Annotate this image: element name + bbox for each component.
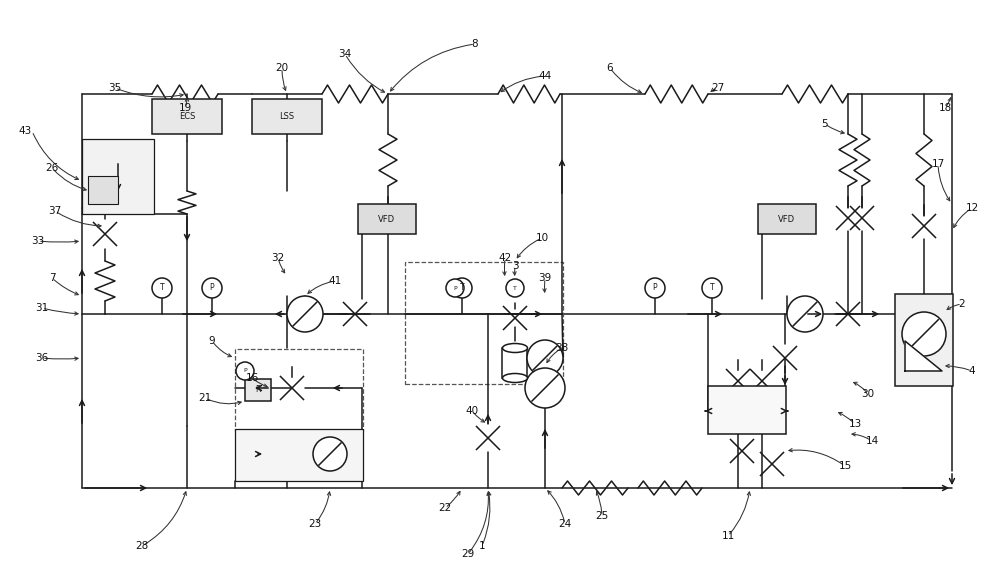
Bar: [235, 349, 363, 431]
Text: 26: 26: [45, 163, 59, 173]
Text: LSS: LSS: [279, 112, 295, 121]
Circle shape: [446, 279, 464, 297]
Bar: [708, 386, 786, 434]
Text: 4: 4: [969, 366, 975, 376]
Text: 20: 20: [275, 63, 289, 73]
Text: P: P: [243, 369, 247, 373]
Circle shape: [902, 312, 946, 356]
Text: 27: 27: [711, 83, 725, 93]
Circle shape: [202, 278, 222, 298]
Text: T: T: [460, 283, 464, 293]
Circle shape: [787, 296, 823, 332]
Ellipse shape: [503, 343, 528, 353]
Text: P: P: [453, 286, 457, 290]
Text: 11: 11: [721, 531, 735, 541]
Text: 14: 14: [865, 436, 879, 446]
Text: 33: 33: [31, 236, 45, 246]
Bar: [88, 176, 118, 204]
Text: 41: 41: [328, 276, 342, 286]
Text: 10: 10: [535, 233, 549, 243]
Text: 5: 5: [822, 119, 828, 129]
Bar: [895, 294, 953, 386]
Text: 28: 28: [135, 541, 149, 551]
Text: 22: 22: [438, 503, 452, 513]
Bar: [152, 99, 222, 134]
Text: 3: 3: [512, 261, 518, 271]
Circle shape: [527, 340, 563, 376]
Ellipse shape: [503, 373, 528, 382]
Text: 34: 34: [338, 49, 352, 59]
Circle shape: [506, 279, 524, 297]
Text: 42: 42: [498, 253, 512, 263]
Text: 37: 37: [48, 206, 62, 216]
Text: 29: 29: [461, 549, 475, 559]
Text: 16: 16: [245, 373, 259, 383]
Circle shape: [525, 368, 565, 408]
Bar: [358, 204, 416, 234]
Text: 6: 6: [607, 63, 613, 73]
Text: 40: 40: [465, 406, 479, 416]
Text: T: T: [513, 286, 517, 290]
Text: 17: 17: [931, 159, 945, 169]
Text: 39: 39: [538, 273, 552, 283]
Text: 19: 19: [178, 103, 192, 113]
Bar: [245, 379, 271, 401]
Polygon shape: [905, 341, 942, 371]
Text: 13: 13: [848, 419, 862, 429]
Circle shape: [236, 362, 254, 380]
Text: ECS: ECS: [179, 112, 195, 121]
Text: T: T: [160, 283, 164, 293]
Text: 31: 31: [35, 303, 49, 313]
Text: 30: 30: [861, 389, 875, 399]
Text: 44: 44: [538, 71, 552, 81]
Bar: [235, 429, 363, 481]
Text: 23: 23: [308, 519, 322, 529]
Text: VFD: VFD: [778, 214, 796, 223]
Text: 7: 7: [49, 273, 55, 283]
Text: 21: 21: [198, 393, 212, 403]
Text: VFD: VFD: [378, 214, 396, 223]
Bar: [82, 139, 154, 214]
Text: 8: 8: [472, 39, 478, 49]
Circle shape: [313, 437, 347, 471]
Circle shape: [702, 278, 722, 298]
Text: R: R: [255, 385, 261, 395]
Bar: [405, 262, 563, 384]
Circle shape: [645, 278, 665, 298]
Text: 36: 36: [35, 353, 49, 363]
Text: 18: 18: [938, 103, 952, 113]
Circle shape: [452, 278, 472, 298]
Text: 32: 32: [271, 253, 285, 263]
Text: 24: 24: [558, 519, 572, 529]
Bar: [758, 204, 816, 234]
Text: 12: 12: [965, 203, 979, 213]
Bar: [502, 348, 527, 378]
Text: 38: 38: [555, 343, 569, 353]
Text: 2: 2: [959, 299, 965, 309]
Text: P: P: [210, 283, 214, 293]
Bar: [252, 99, 322, 134]
Text: 15: 15: [838, 461, 852, 471]
Text: 9: 9: [209, 336, 215, 346]
Text: 25: 25: [595, 511, 609, 521]
Text: P: P: [653, 283, 657, 293]
Text: 1: 1: [479, 541, 485, 551]
Text: 43: 43: [18, 126, 32, 136]
Text: T: T: [710, 283, 714, 293]
Circle shape: [287, 296, 323, 332]
Text: 35: 35: [108, 83, 122, 93]
Circle shape: [152, 278, 172, 298]
